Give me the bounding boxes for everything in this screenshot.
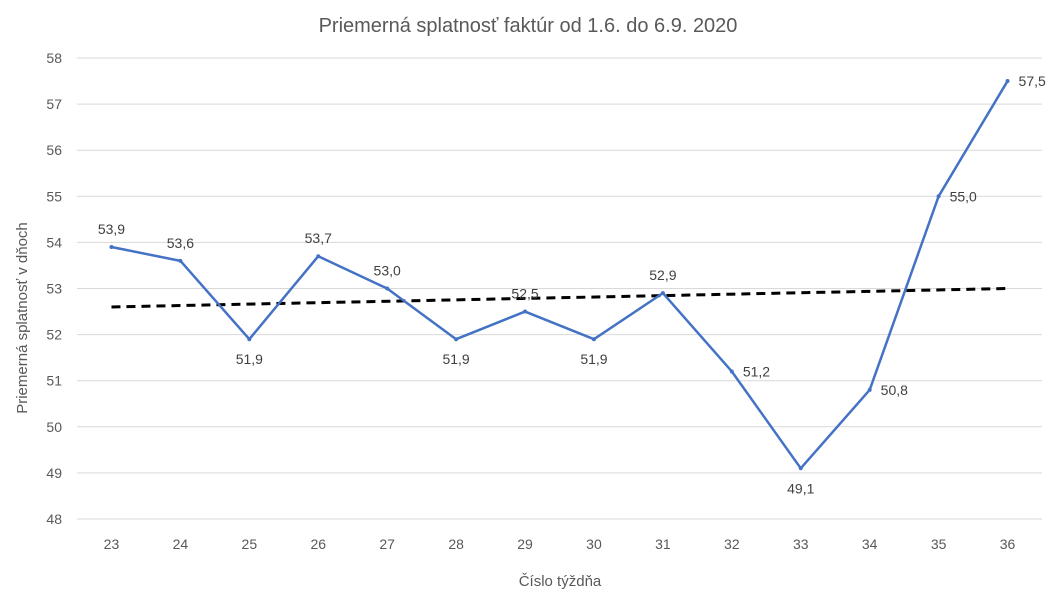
data-label: 57,5 (1019, 73, 1046, 89)
data-point (798, 466, 803, 471)
data-point (454, 337, 459, 342)
y-tick-label: 50 (46, 419, 62, 435)
x-tick-label: 30 (586, 536, 602, 552)
x-tick-label: 36 (1000, 536, 1016, 552)
data-label: 53,9 (98, 221, 125, 237)
data-point (178, 258, 183, 263)
y-axis-label: Priemerná splatnosť v dňoch (14, 222, 31, 414)
y-tick-label: 57 (46, 96, 62, 112)
trendline (111, 287, 1008, 309)
series-group (109, 79, 1010, 471)
x-tick-label: 27 (379, 536, 395, 552)
x-tick-label: 34 (862, 536, 878, 552)
data-point (109, 245, 114, 250)
data-label: 52,9 (649, 267, 676, 283)
y-axis-ticks: 48 49 50 51 52 53 54 55 56 57 58 (46, 50, 62, 527)
data-label: 55,0 (950, 188, 977, 204)
data-point (729, 369, 734, 374)
data-label: 50,8 (881, 382, 908, 398)
x-tick-label: 24 (173, 536, 189, 552)
data-label: 52,5 (511, 286, 538, 302)
data-point (316, 254, 321, 259)
data-point (1005, 79, 1010, 84)
series-line (111, 80, 1009, 470)
x-tick-label: 32 (724, 536, 740, 552)
data-point (936, 194, 941, 199)
data-label: 49,1 (787, 480, 814, 496)
y-tick-label: 56 (46, 142, 62, 158)
x-tick-label: 26 (310, 536, 326, 552)
y-tick-label: 53 (46, 281, 62, 297)
x-tick-label: 28 (448, 536, 464, 552)
chart-title: Priemerná splatnosť faktúr od 1.6. do 6.… (319, 15, 738, 37)
data-label: 51,9 (580, 351, 607, 367)
y-tick-label: 52 (46, 327, 62, 343)
y-tick-label: 51 (46, 373, 62, 389)
y-tick-label: 54 (46, 234, 62, 250)
y-tick-label: 49 (46, 465, 62, 481)
data-label: 51,2 (743, 363, 770, 379)
data-labels: 53,9 53,6 51,9 53,7 53,0 51,9 52,5 51,9 52,9 51,2… (98, 73, 1046, 496)
data-point (523, 309, 528, 314)
x-axis-ticks: 23 24 25 26 27 28 29 30 31 32 33 34 35 36 (104, 536, 1016, 552)
x-tick-label: 33 (793, 536, 809, 552)
y-tick-label: 55 (46, 188, 62, 204)
gridlines (77, 57, 1042, 520)
data-point (385, 286, 390, 291)
data-label: 53,0 (374, 263, 401, 279)
y-tick-label: 58 (46, 50, 62, 66)
data-label: 53,6 (167, 235, 194, 251)
data-point (591, 337, 596, 342)
data-label: 53,7 (305, 230, 332, 246)
x-tick-label: 31 (655, 536, 671, 552)
y-tick-label: 48 (46, 511, 62, 527)
x-tick-label: 29 (517, 536, 533, 552)
data-point (247, 337, 252, 342)
x-tick-label: 23 (104, 536, 120, 552)
x-tick-label: 35 (931, 536, 947, 552)
data-label: 51,9 (236, 351, 263, 367)
data-point (867, 387, 872, 392)
data-label: 51,9 (442, 351, 469, 367)
trendline-group (111, 287, 1008, 309)
data-point (660, 291, 665, 296)
x-tick-label: 25 (242, 536, 258, 552)
x-axis-label: Číslo týždňa (519, 573, 602, 590)
